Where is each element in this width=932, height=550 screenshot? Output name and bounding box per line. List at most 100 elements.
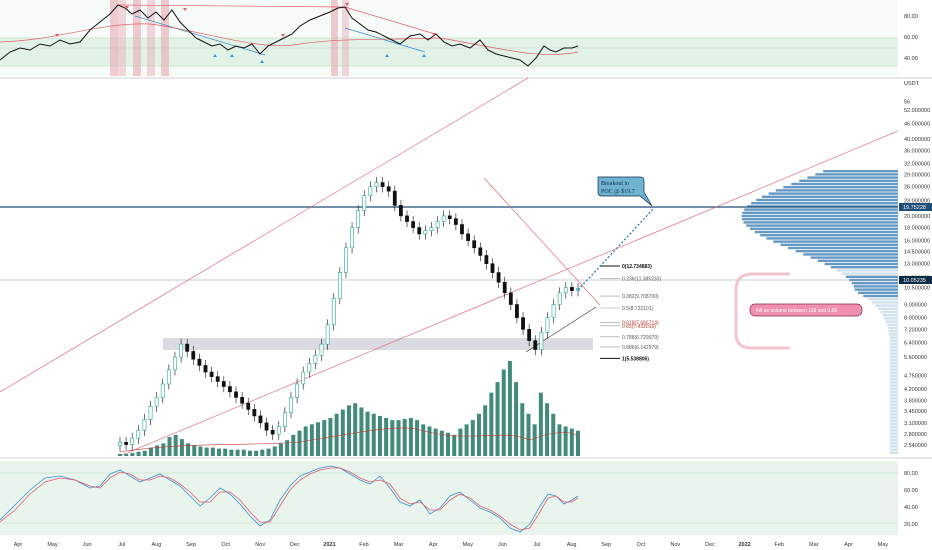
price-tick: 18.000000: [904, 226, 930, 232]
volume-profile-bar: [889, 339, 898, 342]
candle-body: [460, 224, 464, 235]
volume-bar: [470, 420, 475, 456]
volume-bars: [118, 361, 580, 456]
volume-bar: [161, 443, 166, 456]
volume-profile-bar: [890, 381, 898, 384]
volume-profile-bar: [890, 432, 898, 435]
volume-bar: [446, 432, 451, 456]
volume-profile-bar: [875, 304, 898, 307]
fib-label: 0.886(6.142979): [622, 345, 659, 351]
fill-annotation: Fill as volume between 11$ and 9.5$: [734, 272, 863, 350]
volume-profile-bar: [890, 342, 898, 346]
fib-label: 0(12.734883): [622, 264, 652, 270]
volume-bar: [334, 413, 339, 456]
price-tick: 9.000000: [904, 303, 927, 309]
volume-profile-bar: [890, 410, 898, 413]
candle-body: [173, 356, 177, 371]
volume-profile-bar: [799, 179, 898, 182]
candle-body: [484, 255, 489, 264]
volume-profile-bar: [871, 301, 898, 304]
candle-body: [362, 195, 367, 211]
candle-body: [435, 221, 440, 228]
volume-bar: [155, 445, 160, 456]
candle-body: [551, 304, 556, 318]
volume-bar: [576, 430, 580, 456]
volume-profile-bar: [795, 250, 898, 253]
stoch-tick: 60.00: [904, 488, 918, 494]
volume-bar: [483, 405, 488, 456]
time-tick: Jun: [83, 542, 92, 548]
stoch-k-line: [0, 465, 579, 533]
candle-body: [527, 329, 532, 341]
time-tick: Feb: [359, 542, 368, 548]
rsi-tick: 40.00: [904, 56, 918, 62]
fib-label: 0.786(6.729979): [622, 335, 659, 341]
volume-bar: [278, 443, 283, 456]
candle-body: [160, 383, 165, 398]
price-tick: 26.000000: [904, 185, 930, 191]
fill-text: Fill as volume between 11$ and 9.5$: [756, 308, 837, 314]
rsi-highlight-2: [118, 0, 126, 76]
candle-body: [344, 247, 348, 273]
volume-bar: [377, 415, 382, 456]
candle-body: [191, 351, 196, 360]
time-tick: Aug: [567, 542, 577, 548]
channel-upper-line: [0, 77, 529, 393]
time-tick: May: [878, 542, 889, 548]
time-tick: Dec: [705, 542, 715, 548]
volume-profile-bar: [890, 397, 898, 400]
price-tick: 46.000000: [904, 121, 930, 127]
time-tick: Jun: [498, 542, 507, 548]
volume-profile-bar: [851, 282, 898, 285]
breakout-projection: [577, 207, 655, 291]
volume-profile-bar: [817, 259, 898, 262]
candle-body: [185, 343, 190, 352]
candle-body: [399, 204, 403, 217]
volume-bar: [136, 451, 141, 456]
volume-bar: [495, 382, 500, 456]
volume-bar: [452, 434, 457, 456]
candle-body: [350, 227, 354, 249]
candle-body: [411, 221, 416, 228]
candle-body: [466, 233, 470, 241]
candle-body: [441, 215, 446, 222]
volume-profile-bar: [836, 269, 898, 272]
volume-bar: [241, 449, 246, 456]
fib-label: 0.65(7.432016): [622, 324, 656, 330]
candle-body: [502, 281, 507, 294]
volume-profile-bar: [890, 358, 898, 362]
fib-label: 0.5(8.722101): [622, 306, 653, 312]
volume-profile-bar: [890, 378, 898, 381]
candle-body: [264, 422, 269, 431]
candle-body: [252, 409, 257, 417]
volume-profile-bar: [773, 240, 898, 243]
rsi-divergence-line: [344, 27, 426, 53]
volume-profile-bar: [854, 288, 898, 291]
candle-body: [508, 292, 513, 305]
volume-bar: [186, 443, 191, 456]
rsi-highlight-4: [147, 0, 155, 76]
volume-profile-bar: [841, 272, 898, 275]
volume-profile-bar: [890, 384, 898, 387]
rsi-divergence-line: [134, 15, 266, 56]
price-tick: 2.540000: [904, 443, 927, 449]
time-tick: Apr: [844, 542, 853, 548]
volume-profile-bar: [853, 285, 898, 288]
candle-body: [325, 324, 330, 345]
candle-body: [179, 343, 183, 358]
volume-profile-bar: [788, 246, 898, 250]
volume-bar: [501, 369, 506, 456]
price-tick: 7.200000: [904, 327, 927, 333]
stoch-tick: 40.00: [904, 505, 918, 511]
current-price-label: 10.05235: [903, 278, 926, 284]
price-tick: 56: [904, 100, 910, 106]
candle-body: [569, 287, 574, 291]
candle-body: [295, 383, 299, 398]
fib-label: 1(5.538806): [622, 356, 649, 362]
candle-body: [276, 426, 281, 435]
fib-label: 0.382(9.708700): [622, 294, 659, 300]
volume-bar: [408, 418, 413, 456]
fib-levels: 0(12.734883) 0.236(11.385233) 0.382(9.7087…: [600, 264, 661, 362]
volume-bar: [223, 448, 228, 456]
volume-profile-bar: [890, 349, 898, 352]
